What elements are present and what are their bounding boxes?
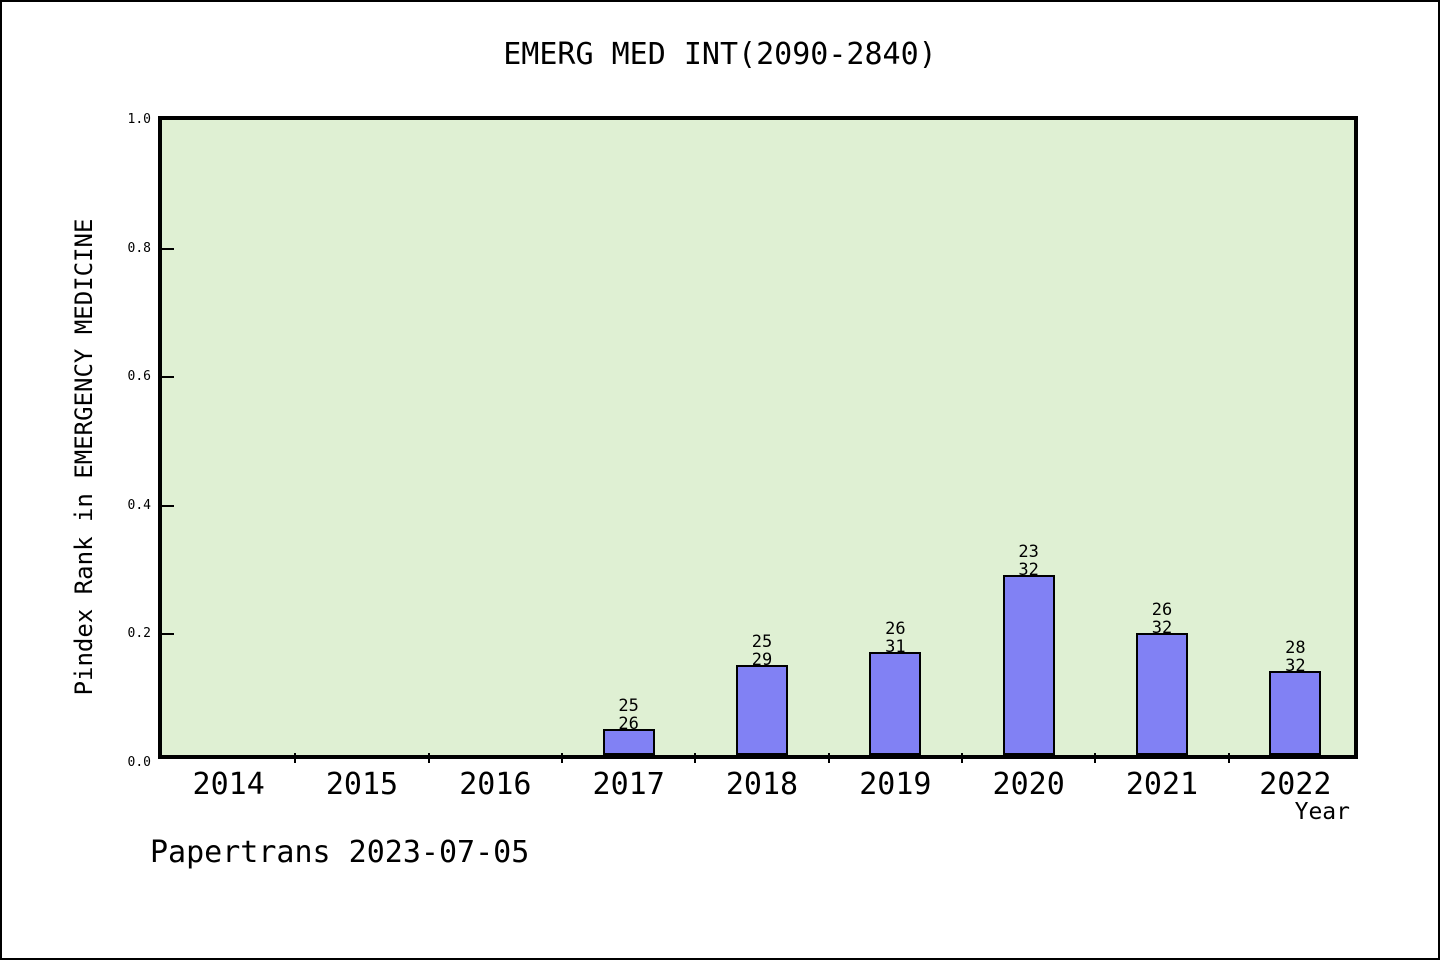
x-category-label: 2016 (459, 767, 532, 802)
bar (1136, 633, 1188, 755)
y-axis-title: Pindex Rank in EMERGENCY MEDICINE (70, 218, 98, 696)
bar-value-label: 23 32 (1018, 542, 1039, 580)
bar (869, 652, 922, 755)
x-tick-mark (427, 753, 430, 763)
x-tick-mark (827, 753, 830, 763)
x-category-label: 2018 (725, 767, 799, 802)
y-tick-label: 0.8 (127, 240, 151, 256)
y-tick-label: 0.2 (127, 626, 151, 642)
y-tick-label: 0.6 (127, 369, 151, 385)
footer-text: Papertrans 2023-07-05 (150, 835, 530, 870)
chart-title: EMERG MED INT(2090-2840) (503, 37, 937, 72)
x-category-label: 2020 (992, 767, 1065, 802)
x-category-label: 2014 (192, 767, 265, 802)
y-tick-mark (162, 376, 174, 379)
y-tick-label: 1.0 (127, 112, 151, 127)
y-tick-mark (162, 247, 174, 250)
x-tick-mark (294, 753, 297, 763)
x-category-label: 2021 (1125, 767, 1199, 802)
y-tick-mark (162, 633, 174, 636)
x-tick-mark (561, 753, 563, 763)
bar (1002, 575, 1055, 755)
x-tick-mark (961, 753, 963, 763)
x-axis-title: Year (1294, 799, 1350, 825)
bar-value-label: 28 32 (1285, 638, 1306, 676)
bar-value-label: 25 26 (618, 696, 639, 734)
x-tick-mark (1094, 753, 1097, 763)
bar-value-label: 25 29 (751, 632, 773, 670)
plot-area: Pindex Rank in EMERGENCY MEDICINE Year 0… (70, 112, 1358, 825)
y-tick-mark (162, 504, 174, 507)
x-tick-mark (694, 753, 697, 763)
x-tick-mark (1227, 753, 1230, 763)
bar-value-label: 26 32 (1151, 600, 1173, 638)
bar-value-label: 26 31 (885, 619, 906, 657)
y-tick-label: 0.4 (127, 497, 151, 513)
bar (736, 665, 788, 755)
bar (602, 729, 655, 755)
bar (1269, 671, 1322, 755)
y-tick-label: 0.0 (127, 755, 151, 770)
x-category-label: 2015 (325, 767, 399, 802)
x-category-label: 2019 (859, 767, 932, 802)
x-category-label: 2022 (1259, 767, 1332, 802)
x-category-label: 2017 (592, 767, 665, 802)
